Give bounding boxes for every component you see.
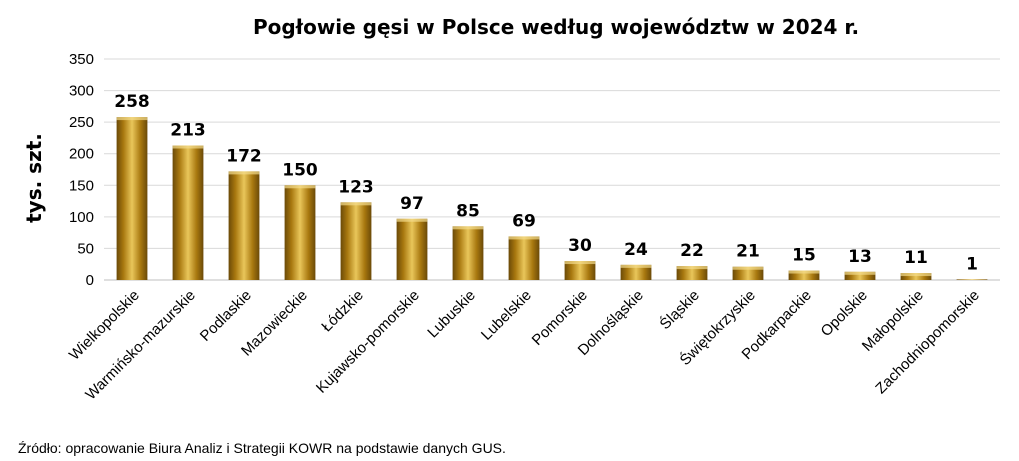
bar-highlight [676,266,708,270]
data-label: 69 [512,211,536,231]
bar-highlight [620,264,652,268]
data-label: 13 [848,247,872,267]
y-tick-label: 200 [69,146,94,163]
category-label: Śląskie [656,286,703,333]
data-label: 97 [400,194,424,214]
bar [396,218,428,280]
category-label: Warmińsko-mazurskie [82,287,199,404]
y-tick-label: 0 [86,272,94,289]
data-label: 172 [226,146,262,166]
y-tick-label: 250 [69,114,94,131]
bar-highlight [564,261,596,265]
bar-highlight [900,273,932,277]
source-note: Źródło: opracowanie Biura Analiz i Strat… [18,440,506,456]
bar-highlight [508,236,540,240]
bar-highlight [340,202,372,206]
y-axis-label: tys. szt. [22,133,46,223]
bar-highlight [844,271,876,275]
bar-highlight [452,226,484,230]
y-tick-label: 100 [69,209,94,226]
y-tick-label: 150 [69,177,94,194]
category-label: Lubelskie [478,287,535,344]
category-label: Kujawsko-pomorskie [313,287,423,397]
data-label: 213 [170,121,206,141]
bar [788,270,820,280]
bar [116,117,148,280]
category-label: Podlaskie [197,287,255,345]
bar [676,266,708,280]
bar [284,185,316,280]
bar-highlight [172,145,204,149]
bar [564,261,596,280]
data-label: 11 [904,248,928,268]
data-label: 258 [114,92,150,112]
bar [844,271,876,280]
y-tick-label: 350 [69,51,94,68]
y-tick-label: 50 [77,240,94,257]
category-label: Lubuskie [424,287,478,341]
data-label: 85 [456,201,480,221]
bar [956,279,988,280]
bar [452,226,484,280]
category-label: Zachodniopomorskie [872,287,982,397]
data-label: 15 [792,246,816,266]
bar [340,202,372,280]
data-label: 24 [624,240,648,260]
bar-highlight [284,185,316,189]
bar-highlight [116,117,148,121]
chart-title: Pogłowie gęsi w Polsce według województw… [253,15,859,39]
data-label: 30 [568,236,592,256]
y-tick-label: 300 [69,83,94,100]
bar [732,266,764,280]
data-label: 21 [736,242,760,262]
bar [900,273,932,280]
bar-highlight [396,218,428,222]
bar [228,171,260,280]
bar-highlight [788,270,820,274]
data-label: 123 [338,177,374,197]
bar [172,145,204,280]
bar [620,264,652,280]
bar [508,236,540,280]
data-label: 1 [966,254,978,274]
bar-highlight [228,171,260,175]
data-label: 22 [680,241,704,261]
category-label: Łódzkie [318,287,367,336]
data-label: 150 [282,160,318,180]
bar-highlight [732,266,764,270]
category-label: Opolskie [818,287,871,340]
